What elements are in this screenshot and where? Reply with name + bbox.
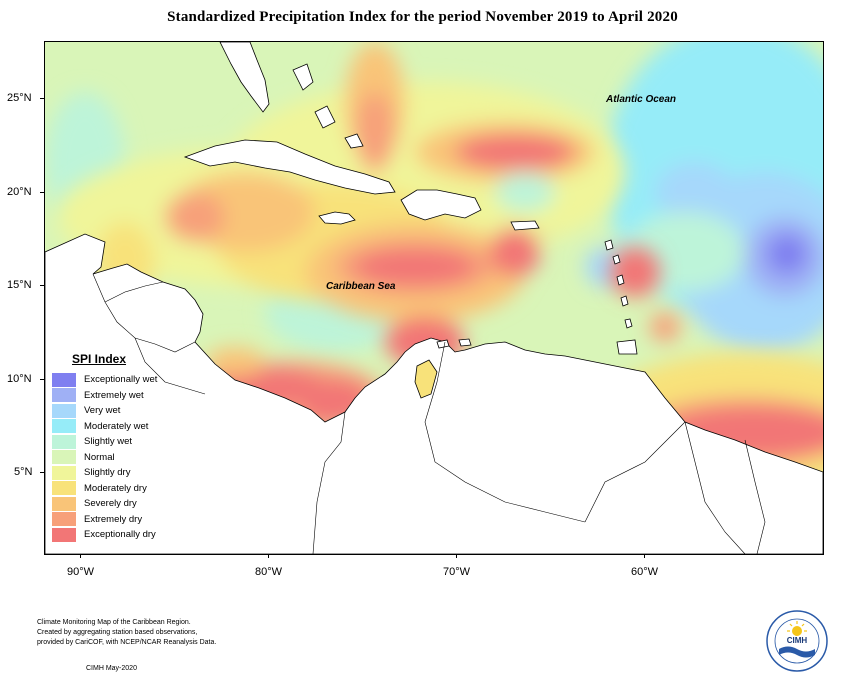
land-masses [45, 42, 823, 554]
latitude-tick [40, 192, 44, 193]
latitude-tick-label: 5°N [14, 466, 33, 478]
legend-swatch [52, 527, 76, 542]
spi-legend: SPI Index Exceptionally wet Extremely wet… [52, 352, 172, 543]
latitude-tick-label: 10°N [7, 373, 32, 385]
footnote-line: Created by aggregating station based obs… [37, 629, 198, 636]
latitude-tick [40, 98, 44, 99]
legend-item: Normal [52, 450, 172, 466]
legend-swatch [52, 372, 76, 387]
legend-item: Very wet [52, 403, 172, 419]
legend-label: Severely dry [84, 498, 137, 510]
legend-swatch [52, 419, 76, 434]
legend-item: Slightly dry [52, 465, 172, 481]
legend-item: Extremely wet [52, 388, 172, 404]
legend-label: Very wet [84, 405, 121, 417]
legend-label: Exceptionally dry [84, 529, 156, 541]
legend-item: Slightly wet [52, 434, 172, 450]
legend-label: Extremely wet [84, 389, 144, 401]
longitude-tick-label: 70°W [443, 566, 471, 578]
legend-label: Moderately wet [84, 420, 149, 432]
legend-item: Severely dry [52, 496, 172, 512]
spi-map-canvas [45, 42, 823, 554]
legend-item: Extremely dry [52, 512, 172, 528]
longitude-tick-label: 80°W [255, 566, 283, 578]
sun-icon [787, 621, 807, 636]
longitude-tick [80, 554, 81, 558]
footnote-line: Climate Monitoring Map of the Caribbean … [37, 619, 191, 626]
legend-item: Exceptionally wet [52, 372, 172, 388]
longitude-tick-label: 60°W [631, 566, 659, 578]
legend-label: Slightly dry [84, 467, 131, 479]
credit-line: CIMH May-2020 [86, 665, 137, 672]
legend-label: Moderately dry [84, 482, 147, 494]
legend-swatch [52, 450, 76, 465]
latitude-tick-label: 25°N [7, 92, 32, 104]
legend-title: SPI Index [72, 352, 127, 366]
legend-swatch [52, 481, 76, 496]
legend-swatch [52, 434, 76, 449]
legend-label: Slightly wet [84, 436, 133, 448]
legend-label: Normal [84, 451, 115, 463]
legend-swatch [52, 388, 76, 403]
latitude-tick [40, 472, 44, 473]
legend-item: Exceptionally dry [52, 527, 172, 543]
legend-swatch [52, 496, 76, 511]
legend-item: Moderately dry [52, 481, 172, 497]
atlantic-ocean-label: Atlantic Ocean [606, 94, 677, 105]
legend-item: Moderately wet [52, 419, 172, 435]
latitude-tick [40, 379, 44, 380]
latitude-tick-label: 15°N [7, 279, 32, 291]
longitude-tick [456, 554, 457, 558]
legend-swatch [52, 465, 76, 480]
logo-text: CIMH [787, 636, 808, 645]
map-title: Standardized Precipitation Index for the… [167, 9, 678, 25]
longitude-tick [644, 554, 645, 558]
spi-map [44, 41, 824, 555]
caribbean-sea-label: Caribbean Sea [326, 281, 396, 292]
latitude-tick [40, 285, 44, 286]
country-borders [92, 273, 766, 554]
footnote-line: provided by CariCOF, with NCEP/NCAR Rean… [37, 639, 217, 646]
legend-swatch [52, 512, 76, 527]
longitude-tick-label: 90°W [67, 566, 95, 578]
legend-label: Extremely dry [84, 513, 143, 525]
latitude-tick-label: 20°N [7, 186, 32, 198]
longitude-tick [268, 554, 269, 558]
footnote: Climate Monitoring Map of the Caribbean … [37, 618, 216, 648]
legend-label: Exceptionally wet [84, 374, 158, 386]
legend-swatch [52, 403, 76, 418]
legend-items: Exceptionally wet Extremely wet Very wet Mo… [52, 372, 172, 543]
cimh-logo: CIMH [765, 609, 829, 673]
